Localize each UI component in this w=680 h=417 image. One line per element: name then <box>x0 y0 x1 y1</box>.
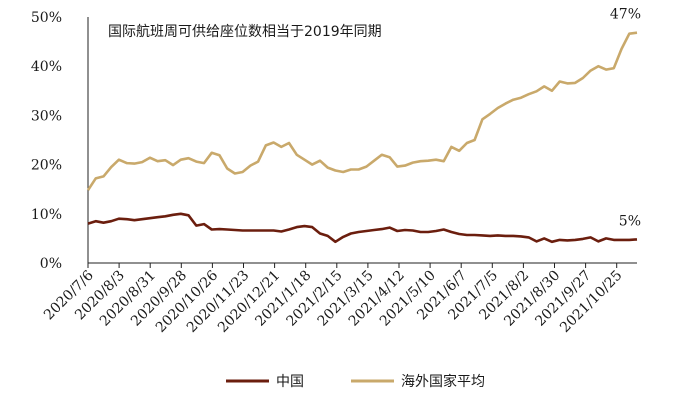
legend: 中国 海外国家平均 <box>226 373 485 390</box>
y-tick-label: 40% <box>31 59 62 75</box>
y-axis: 0% 10% 20% 30% 40% 50% <box>31 10 89 272</box>
annotation-china-end: 5% <box>619 213 641 229</box>
annotation-overseas-end: 47% <box>610 7 641 23</box>
x-tick-marks <box>87 263 618 268</box>
y-tick-label: 30% <box>31 108 62 124</box>
x-tick-labels: 2020/7/62020/8/32020/8/312020/9/282020/1… <box>41 267 625 335</box>
series-lines <box>86 31 638 244</box>
y-tick-label: 20% <box>31 158 62 174</box>
y-tick-labels: 0% 10% 20% 30% 40% 50% <box>31 10 62 272</box>
end-annotations: 5% 47% <box>610 7 641 230</box>
y-tick-label: 10% <box>31 207 62 223</box>
series-china-line <box>87 212 638 244</box>
y-tick-label: 50% <box>31 10 62 26</box>
legend-label-overseas: 海外国家平均 <box>401 373 485 390</box>
y-tick-label: 0% <box>40 256 62 272</box>
x-axis: 2020/7/62020/8/32020/8/312020/9/282020/1… <box>41 262 637 336</box>
legend-label-china: 中国 <box>276 374 304 390</box>
series-overseas-line <box>86 31 638 191</box>
chart-title: 国际航班周可供给座位数相当于2019年同期 <box>108 24 382 40</box>
